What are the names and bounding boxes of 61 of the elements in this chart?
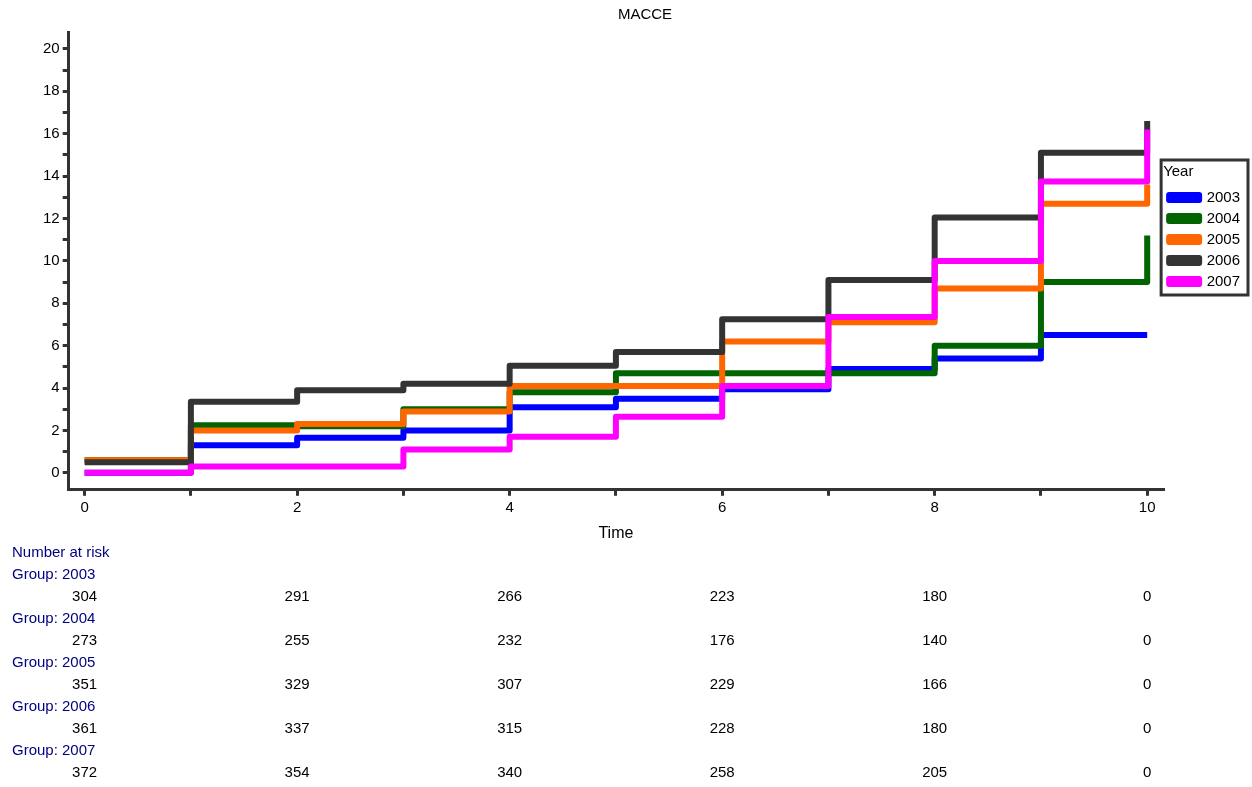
text: 205 <box>922 763 948 781</box>
legend-label: 2005 <box>1206 229 1241 247</box>
text: 337 <box>284 719 310 737</box>
text: 351 <box>72 675 98 693</box>
y-tick-label: 10 <box>43 251 60 269</box>
y-tick-label: 20 <box>43 39 60 57</box>
text: 229 <box>709 675 735 693</box>
text: 0 <box>1143 631 1152 649</box>
y-tick-label: 6 <box>51 335 60 353</box>
chart-title: MACCE <box>617 5 673 23</box>
text: 180 <box>922 719 948 737</box>
legend-label: 2003 <box>1206 187 1241 205</box>
text: 0 <box>1143 763 1152 781</box>
text: 266 <box>497 587 523 605</box>
text: Group: 2003 <box>12 565 96 583</box>
text: 228 <box>709 719 735 737</box>
y-tick-label: 18 <box>43 81 60 99</box>
text: Group: 2004 <box>12 609 96 627</box>
text: 372 <box>72 763 98 781</box>
text: 354 <box>284 763 310 781</box>
legend-title: Year <box>1163 161 1194 179</box>
text: 232 <box>497 631 523 649</box>
y-tick-label: 2 <box>51 420 60 438</box>
x-tick-label: 6 <box>717 497 727 515</box>
text: Group: 2005 <box>12 653 96 671</box>
text: 307 <box>497 675 523 693</box>
text: 176 <box>709 631 735 649</box>
text: 273 <box>72 631 98 649</box>
x-axis-title: Time <box>598 523 634 541</box>
text: 223 <box>709 587 735 605</box>
legend-label: 2007 <box>1206 271 1241 289</box>
x-tick-label: 8 <box>930 497 939 515</box>
legend-label: 2004 <box>1206 208 1241 226</box>
y-tick-label: 14 <box>43 166 60 184</box>
text: 180 <box>922 587 948 605</box>
x-tick-label: 2 <box>292 497 302 515</box>
text: 329 <box>284 675 310 693</box>
text: 340 <box>497 763 523 781</box>
text: 361 <box>72 719 98 737</box>
y-tick-label: 4 <box>51 378 60 396</box>
text: 291 <box>284 587 310 605</box>
text: 0 <box>1143 719 1152 737</box>
text: 258 <box>709 763 735 781</box>
x-tick-label: 10 <box>1138 497 1156 515</box>
y-tick-label: 16 <box>43 123 60 141</box>
text: Number at risk <box>12 543 111 561</box>
text: 315 <box>497 719 523 737</box>
legend-label: 2006 <box>1206 250 1241 268</box>
text: Group: 2007 <box>12 741 96 759</box>
text: 0 <box>1143 675 1152 693</box>
text: 0 <box>1143 587 1152 605</box>
y-tick-label: 12 <box>43 208 60 226</box>
y-tick-label: 0 <box>51 462 60 480</box>
y-tick-label: 8 <box>51 293 60 311</box>
x-tick-label: 0 <box>80 497 89 515</box>
text: 304 <box>72 587 98 605</box>
text: 140 <box>922 631 948 649</box>
text: 166 <box>922 675 948 693</box>
x-tick-label: 4 <box>505 497 514 515</box>
text: Group: 2006 <box>12 697 96 715</box>
text: 255 <box>284 631 310 649</box>
